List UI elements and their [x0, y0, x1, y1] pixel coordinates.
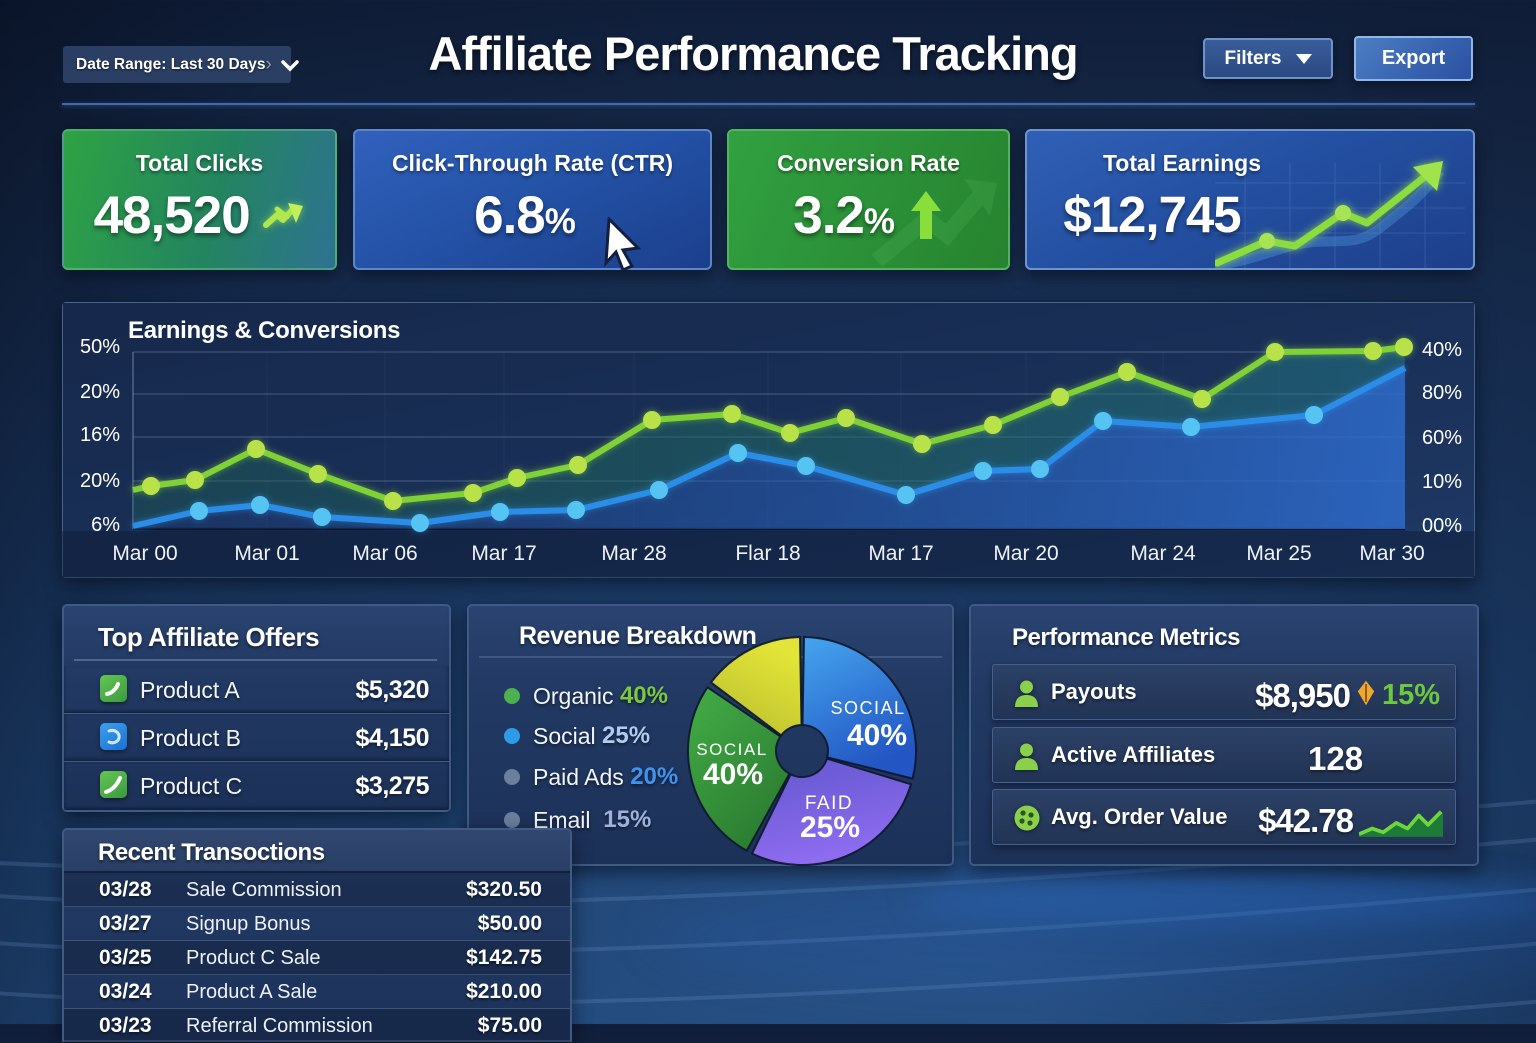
svg-text:Mar 17: Mar 17 — [471, 542, 536, 565]
svg-text:Mar 20: Mar 20 — [993, 542, 1058, 565]
svg-text:20%: 20% — [80, 470, 120, 492]
svg-text:40%: 40% — [1422, 339, 1462, 361]
svg-text:Mar 06: Mar 06 — [352, 542, 417, 565]
svg-text:Earnings & Conversions: Earnings & Conversions — [128, 317, 400, 344]
svg-text:Mar 17: Mar 17 — [868, 542, 933, 565]
svg-text:Mar 30: Mar 30 — [1359, 542, 1424, 565]
svg-text:10%: 10% — [1422, 471, 1462, 493]
svg-text:Mar 25: Mar 25 — [1246, 542, 1311, 565]
svg-text:60%: 60% — [1422, 427, 1462, 449]
svg-text:20%: 20% — [80, 381, 120, 403]
svg-text:25%: 25% — [800, 811, 860, 844]
svg-text:Mar 24: Mar 24 — [1130, 542, 1196, 565]
svg-text:Mar 28: Mar 28 — [601, 542, 666, 565]
svg-text:40%: 40% — [847, 719, 907, 752]
svg-text:80%: 80% — [1422, 382, 1462, 404]
svg-text:Mar 01: Mar 01 — [234, 542, 299, 565]
svg-text:50%: 50% — [80, 336, 120, 358]
svg-text:6%: 6% — [91, 514, 120, 536]
svg-text:40%: 40% — [703, 758, 763, 791]
svg-text:16%: 16% — [80, 424, 120, 446]
svg-text:SOCIAL: SOCIAL — [830, 698, 905, 718]
svg-text:Flar 18: Flar 18 — [735, 542, 800, 565]
svg-text:00%: 00% — [1422, 515, 1462, 537]
svg-text:Mar 00: Mar 00 — [112, 542, 177, 565]
svg-text:SOCIAL: SOCIAL — [696, 740, 767, 759]
svg-text:FAID: FAID — [805, 793, 853, 814]
